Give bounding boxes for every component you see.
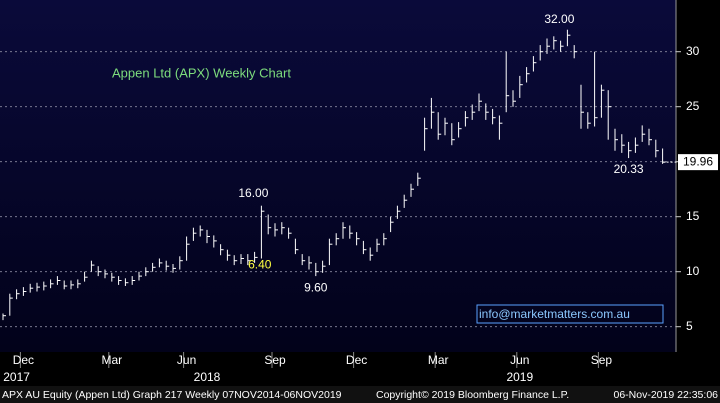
last-price-box — [678, 154, 718, 171]
footer-bar — [0, 386, 720, 403]
x-tick-label: Mar — [101, 353, 122, 367]
watermark: info@marketmatters.com.au — [479, 307, 630, 321]
plot-area — [0, 0, 676, 352]
x-axis-area — [0, 352, 720, 385]
x-tick-label: Mar — [428, 353, 449, 367]
y-tick-label: 15 — [686, 209, 700, 223]
y-tick-label: 25 — [686, 99, 700, 113]
x-year-label: 2019 — [506, 370, 533, 384]
annotation: 16.00 — [238, 186, 268, 200]
annotation: 9.60 — [304, 280, 328, 294]
x-year-label: 2017 — [3, 370, 30, 384]
annotation: 6.40 — [248, 257, 272, 271]
last-price-label: 19.96 — [683, 154, 713, 168]
annotation: 20.33 — [614, 162, 644, 176]
x-tick-label: Jun — [177, 353, 196, 367]
axis-area — [676, 0, 720, 385]
annotation: 32.00 — [544, 12, 574, 26]
y-tick-label: 30 — [686, 44, 700, 58]
footer-left: APX AU Equity (Appen Ltd) Graph 217 Week… — [2, 389, 342, 401]
x-tick-label: Dec — [13, 353, 34, 367]
watermark-box — [476, 304, 664, 324]
y-tick-label: 5 — [686, 319, 693, 333]
x-tick-label: Sep — [264, 353, 286, 367]
x-tick-label: Jun — [510, 353, 529, 367]
y-tick-label: 10 — [686, 264, 700, 278]
x-year-label: 2018 — [194, 370, 221, 384]
chart-title: Appen Ltd (APX) Weekly Chart — [112, 65, 291, 80]
footer-mid: Copyright© 2019 Bloomberg Finance L.P. — [376, 389, 569, 401]
x-tick-label: Dec — [346, 353, 367, 367]
x-tick-label: Sep — [591, 353, 613, 367]
footer-right: 06-Nov-2019 22:35:06 — [614, 389, 719, 401]
